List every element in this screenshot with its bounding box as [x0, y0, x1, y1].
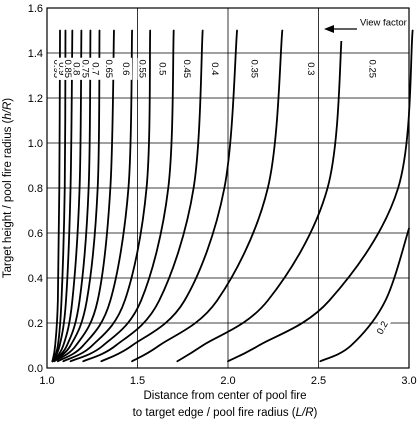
series-label-group: 0.45 [181, 57, 193, 80]
x-axis-title-line1: Distance from center of pool fire [144, 390, 307, 402]
series-label: 0.95 [51, 60, 62, 79]
series-label: 0.75 [79, 60, 90, 79]
series-label: 0.8 [70, 62, 81, 75]
series-label: 0.65 [103, 60, 114, 79]
series-curve-0-85 [51, 29, 74, 363]
series-label-group: 0.5 [156, 57, 169, 80]
y-tick-label: 1.4 [28, 48, 43, 60]
x-tick-label: 1.5 [130, 375, 145, 387]
series-label-group: 0.3 [305, 57, 317, 80]
y-tick-label: 0.2 [28, 318, 43, 330]
y-tick-label: 1.2 [28, 93, 43, 105]
series-label-group: 0.7 [89, 57, 102, 80]
series-label: 0.7 [89, 62, 100, 75]
series-curve-0-65 [53, 29, 115, 363]
y-tick-label: 1.6 [28, 3, 43, 15]
series-curve-0-8 [51, 29, 83, 363]
series-curve-0-9 [51, 29, 67, 363]
series-label-group: 0.35 [249, 57, 261, 80]
series-label-group: 0.4 [209, 57, 221, 80]
series-label: 0.2 [375, 320, 391, 337]
series-label-group: 0.2 [371, 315, 392, 340]
y-axis-title-italic: h/R [2, 102, 14, 120]
y-axis-title-prefix: Target height / pool fire radius ( [2, 119, 14, 278]
plot-frame [46, 7, 410, 369]
series-curve-0-95 [51, 29, 61, 363]
series-curve-0-45 [82, 29, 204, 363]
series-curve-0-3 [176, 29, 343, 363]
y-axis-title-end: ) [2, 98, 14, 102]
view-factor-annotation: View factor [324, 17, 407, 41]
y-tick-label: 0.8 [28, 183, 43, 195]
series-curve-0-55 [62, 29, 152, 363]
series-label-backdrop [80, 57, 92, 80]
arrow-left-icon [324, 25, 334, 33]
series-label-group: 0.65 [103, 57, 115, 80]
series-label-group: 0.8 [70, 57, 83, 80]
annotation-label: View factor [360, 18, 407, 29]
series-label-backdrop [137, 57, 149, 80]
series-label: 0.35 [249, 60, 260, 79]
x-tick-label: 2.5 [311, 375, 326, 387]
y-tick-labels: 0.0 0.2 0.4 0.6 0.8 1.0 1.2 1.4 1.6 [28, 3, 43, 375]
series-label-backdrop [90, 57, 102, 80]
x-tick-label: 1.0 [39, 375, 54, 387]
series-label: 0.45 [181, 60, 192, 79]
series-label: 0.55 [136, 60, 147, 79]
series-curve-0-5 [69, 29, 175, 363]
series-label: 0.4 [209, 62, 220, 75]
series-label-backdrop [121, 57, 133, 80]
series-label-group: 0.25 [366, 57, 379, 80]
series-label-backdrop [181, 57, 193, 80]
series-label: 0.9 [56, 62, 67, 75]
series-curves [51, 29, 414, 363]
x-axis-title-prefix: to target edge / pool fire radius ( [133, 407, 296, 419]
series-label-backdrop [209, 57, 221, 80]
series-curve-0-4 [100, 29, 238, 363]
series-label-group: 0.75 [79, 57, 92, 80]
series-curve-0-2 [319, 227, 410, 363]
x-tick-label: 3.0 [401, 375, 416, 387]
series-curve-0-75 [51, 29, 92, 363]
x-tick-label: 2.0 [220, 375, 235, 387]
series-label: 0.3 [305, 62, 316, 75]
y-tick-label: 0.0 [28, 363, 43, 375]
series-label-backdrop [367, 57, 379, 80]
series-label-backdrop [71, 57, 83, 80]
series-label-backdrop [305, 57, 317, 80]
x-axis-title-end: ) [314, 407, 318, 419]
series-label: 0.85 [62, 60, 73, 79]
series-label-group: 0.55 [136, 57, 149, 80]
series-label: 0.25 [366, 60, 377, 79]
series-curve-0-35 [131, 29, 284, 363]
y-tick-label: 0.4 [28, 273, 43, 285]
series-label-backdrop [371, 315, 392, 340]
x-axis-title-italic: L/R [296, 407, 314, 419]
x-tick-labels: 1.0 1.5 2.0 2.5 3.0 [39, 375, 416, 387]
y-axis-title: Target height / pool fire radius (h/R) [2, 98, 14, 278]
y-tick-label: 1.0 [28, 138, 43, 150]
series-label-backdrop [249, 57, 261, 80]
x-axis-title-line2: to target edge / pool fire radius (L/R) [133, 407, 318, 419]
series-labels: 0.950.90.850.80.75 0.7 0.65 0.6 0.55 0.5 0.45 0… [51, 57, 392, 340]
series-label: 0.5 [156, 62, 167, 75]
series-curve-0-6 [56, 29, 133, 363]
series-curve-0-7 [51, 29, 101, 363]
y-tick-label: 0.6 [28, 228, 43, 240]
series-label-backdrop [157, 57, 169, 80]
series-label: 0.6 [120, 62, 131, 75]
series-curve-0-25 [227, 29, 414, 363]
series-label-group: 0.6 [120, 57, 133, 80]
series-label-backdrop [103, 57, 115, 80]
